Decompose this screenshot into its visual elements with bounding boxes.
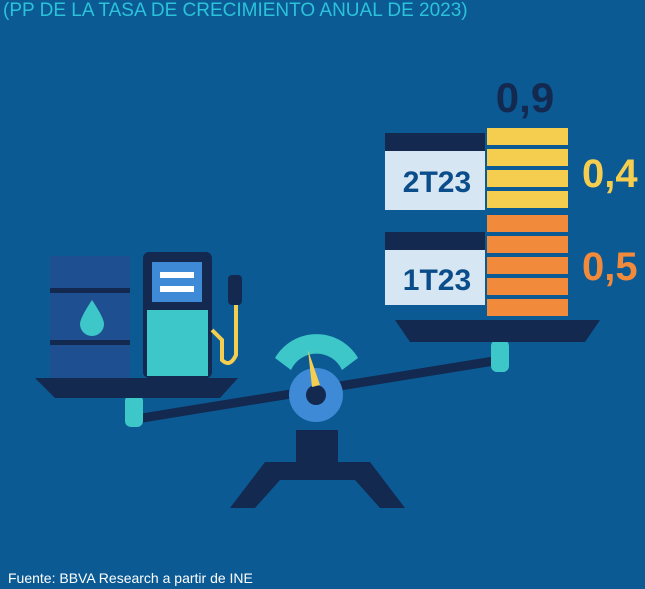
stack-stripe [487,257,568,274]
total-value: 0,9 [496,74,554,121]
scale-post [296,430,338,466]
calendar-top [385,232,485,250]
quarter-value: 0,5 [582,245,638,289]
quarter-label: 1T23 [403,264,471,297]
stack-stripe [487,149,568,166]
stack-stripe [487,278,568,295]
right-plate [395,320,600,342]
quarter-value: 0,4 [582,152,638,196]
subtitle: (PP DE LA TASA DE CRECIMIENTO ANUAL DE 2… [3,0,468,21]
stack-stripe [487,299,568,316]
infographic: (PP DE LA TASA DE CRECIMIENTO ANUAL DE 2… [0,0,645,589]
right-hanger [491,340,509,372]
left-hanger [125,395,143,427]
calendar-top [385,133,485,151]
quarter-label: 2T23 [403,166,471,199]
stack-stripe [487,170,568,187]
stack-stripe [487,215,568,232]
dial-center [306,385,326,405]
pump-line [160,272,194,278]
barrel-ring [50,340,130,345]
pump-line [160,286,194,292]
barrel-ring [50,288,130,293]
stack-stripe [487,236,568,253]
pump-nozzle [228,275,242,305]
stack-stripe [487,128,568,145]
source: Fuente: BBVA Research a partir de INE [8,570,253,586]
page: (PP DE LA TASA DE CRECIMIENTO ANUAL DE 2… [0,0,645,589]
stack-stripe [487,191,568,208]
left-plate [35,378,238,398]
pump-body [147,310,208,376]
pump-screen [152,262,202,302]
stacks [487,128,568,316]
